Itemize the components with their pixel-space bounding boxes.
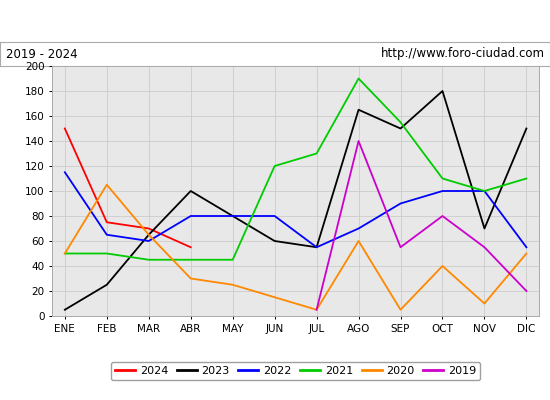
Text: Evolucion Nº Turistas Nacionales en el municipio de Terque: Evolucion Nº Turistas Nacionales en el m… <box>59 14 491 28</box>
Text: 2019 - 2024: 2019 - 2024 <box>6 48 77 60</box>
Text: http://www.foro-ciudad.com: http://www.foro-ciudad.com <box>381 48 544 60</box>
Legend: 2024, 2023, 2022, 2021, 2020, 2019: 2024, 2023, 2022, 2021, 2020, 2019 <box>111 362 481 380</box>
